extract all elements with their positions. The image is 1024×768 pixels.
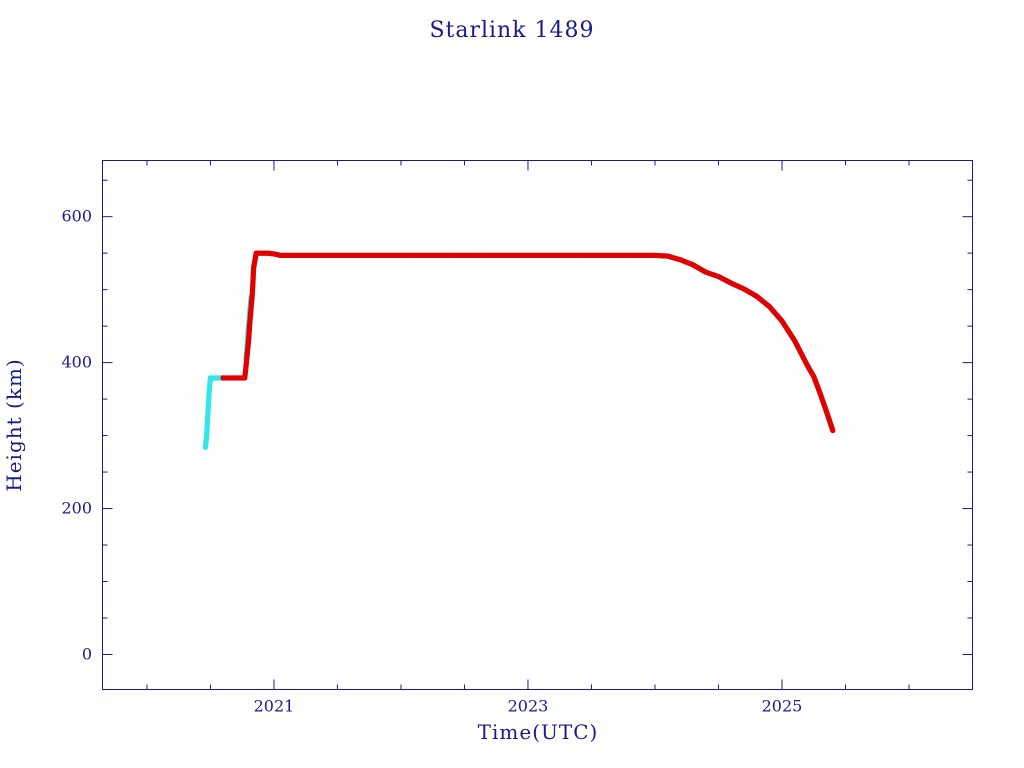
data-points bbox=[202, 250, 836, 450]
x-tick-label: 2025 bbox=[762, 697, 803, 716]
y-tick-label: 600 bbox=[61, 207, 92, 226]
x-axis-label: Time(UTC) bbox=[478, 720, 599, 744]
plot-frame bbox=[102, 160, 973, 690]
y-tick-label: 400 bbox=[61, 353, 92, 372]
x-tick-label: 2021 bbox=[254, 697, 295, 716]
axis-tick-labels: 2021 2023 2025 0 200 400 600 bbox=[61, 207, 802, 716]
x-tick-label: 2023 bbox=[508, 697, 549, 716]
axis-ticks bbox=[102, 160, 973, 690]
data-point bbox=[830, 427, 836, 434]
chart-title: Starlink 1489 bbox=[429, 18, 594, 43]
y-axis-label: Height (km) bbox=[2, 358, 26, 491]
y-tick-label: 0 bbox=[82, 644, 92, 663]
y-tick-label: 200 bbox=[61, 499, 92, 518]
